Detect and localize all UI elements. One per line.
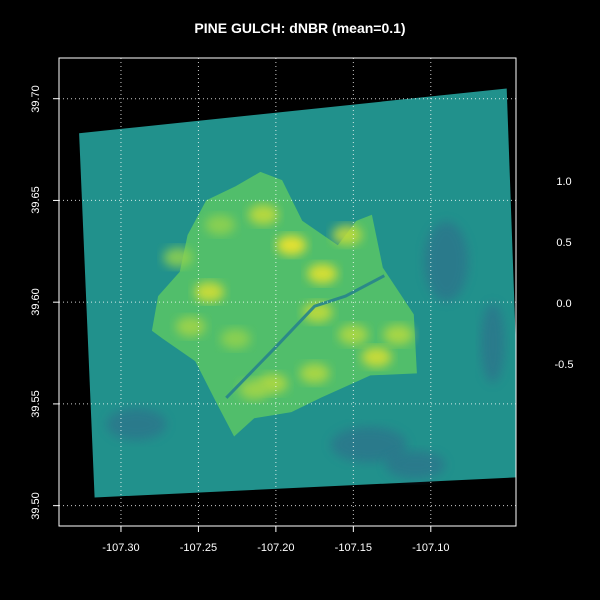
burn-hotspot (220, 328, 251, 349)
unburned-patch (480, 302, 505, 383)
legend-tick-label: 1.0 (556, 176, 572, 188)
unburned-patch (385, 450, 446, 479)
y-tick-label: 39.55 (30, 390, 42, 418)
y-tick-label: 39.70 (30, 84, 42, 113)
x-tick-label: -107.15 (334, 542, 372, 554)
burn-hotspot (383, 324, 414, 345)
y-tick-label: 39.50 (30, 491, 42, 520)
chart-title: PINE GULCH: dNBR (mean=0.1) (194, 20, 406, 36)
legend-tick-label: 0.0 (556, 298, 572, 310)
x-tick-label: -107.10 (412, 542, 450, 554)
x-tick-label: -107.30 (102, 542, 140, 554)
legend-tick-label: -0.5 (554, 359, 574, 371)
y-tick-label: 39.65 (30, 186, 42, 215)
legend-tick-label: 0.5 (556, 237, 572, 249)
burn-hotspot (307, 263, 338, 284)
burn-hotspot (332, 225, 363, 246)
burn-hotspot (163, 247, 194, 268)
x-tick-label: -107.20 (257, 542, 295, 554)
y-tick-label: 39.60 (30, 288, 42, 316)
burn-hotspot (205, 214, 236, 235)
burn-hotspot (276, 235, 307, 256)
burn-hotspot (248, 204, 279, 225)
unburned-patch (424, 221, 469, 302)
unburned-patch (106, 408, 167, 441)
burn-hotspot (302, 302, 333, 323)
burn-hotspot (239, 379, 270, 400)
unburned-patch (330, 426, 407, 463)
plot-frame (58, 57, 517, 527)
x-tick-label: -107.25 (179, 542, 218, 554)
burn-hotspot (299, 363, 330, 384)
burn-hotspot (194, 282, 225, 302)
burn-hotspot (361, 347, 392, 368)
burn-hotspot (175, 316, 206, 337)
valley-line (225, 274, 385, 399)
